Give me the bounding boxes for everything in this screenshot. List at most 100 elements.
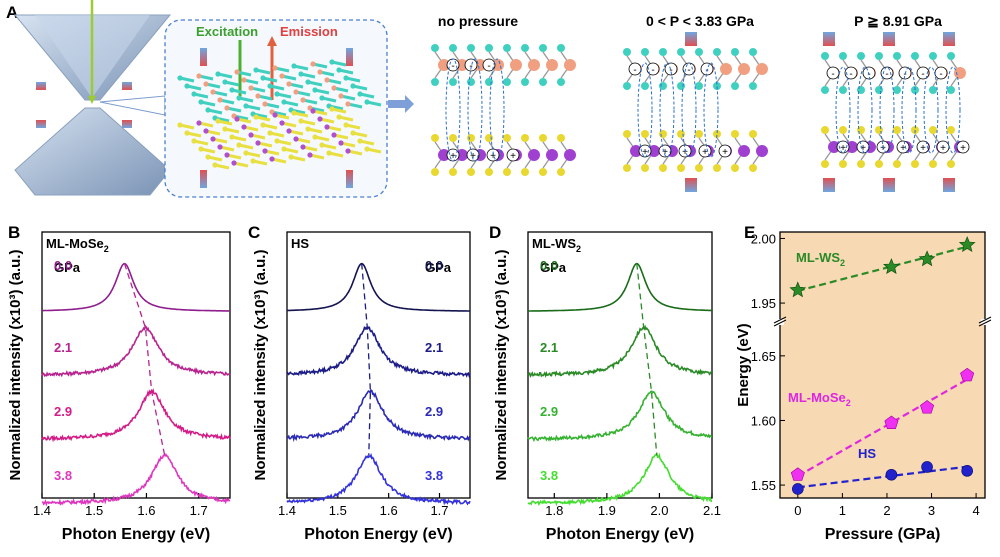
mo-atom [564, 59, 576, 71]
axis-break-mark [978, 319, 992, 327]
electron-sign: - [633, 65, 636, 76]
data-point-star [958, 236, 976, 253]
stage-no-pressure: no pressure - - - + + + + [431, 13, 576, 176]
s-atom [236, 142, 242, 148]
s-atom [911, 160, 919, 168]
s-atom [485, 168, 493, 176]
se-atom [539, 44, 547, 52]
se-atom [821, 52, 829, 60]
w-atom [846, 141, 858, 153]
hole-sign: + [860, 143, 866, 154]
se-atom [205, 107, 211, 113]
s-atom [557, 134, 565, 142]
w-atom [648, 145, 660, 157]
se-atom [357, 91, 363, 97]
peak-trend-line [636, 263, 658, 456]
hole-sign: + [960, 143, 966, 154]
s-atom [821, 126, 829, 134]
axis-break-mark [978, 316, 992, 324]
s-atom [677, 130, 685, 138]
x-tick-label: 1.5 [329, 503, 347, 518]
exciton-ellipse [901, 66, 917, 154]
data-point-pentagon [884, 415, 899, 430]
s-atom [695, 164, 703, 172]
panel-b: B 1.4 1.5 1.6 1.7 Photon Energy (eV) Normalize… [7, 223, 231, 543]
pressure-value-label: 2.1 [425, 340, 443, 355]
x-tick-label: 1.4 [278, 503, 296, 518]
s-atom [731, 164, 739, 172]
mo-atom [438, 59, 450, 71]
electron-sign: - [939, 69, 942, 80]
pressure-value-label: 2.9 [425, 404, 443, 419]
data-point-star [883, 258, 900, 275]
y-tick-label: 1.55 [751, 478, 776, 493]
spectrum-line [41, 388, 231, 443]
s-atom [623, 164, 631, 172]
x-axis-label: Photon Energy (eV) [304, 526, 452, 543]
data-point-pentagon [960, 367, 975, 382]
s-atom [317, 116, 323, 122]
hole-charge [916, 66, 930, 80]
y-axis-label: Normalized intensity (x10³) (a.u.) [252, 250, 269, 481]
se-atom [331, 85, 337, 91]
s-atom [338, 140, 344, 146]
hole-sign: + [920, 143, 926, 154]
hole-charge [506, 148, 520, 162]
s-atom [539, 134, 547, 142]
s-atom [467, 168, 475, 176]
se-atom [274, 91, 280, 97]
s-atom [222, 126, 228, 132]
w-atom [564, 149, 576, 161]
x-tick-label: 0 [794, 503, 801, 518]
hole-charge [678, 144, 692, 158]
se-atom [659, 82, 667, 90]
hole-sign: + [682, 147, 688, 158]
se-atom [215, 71, 221, 77]
se-atom [641, 48, 649, 56]
se-atom [695, 48, 703, 56]
s-atom [198, 146, 204, 152]
se-atom [336, 67, 342, 73]
se-atom [267, 83, 273, 89]
hole-sign: + [722, 147, 728, 158]
y-axis-label: Normalized intensity (x10³) (a.u.) [493, 250, 510, 481]
x-tick-label: 1.4 [33, 503, 51, 518]
se-atom [467, 78, 475, 86]
panel-a: A Excitation Emission [6, 0, 970, 198]
se-atom [253, 67, 259, 73]
hole-sign: + [450, 151, 456, 162]
se-atom [947, 52, 955, 60]
s-atom [326, 150, 332, 156]
s-atom [521, 168, 529, 176]
exciton-ellipse [703, 62, 719, 158]
s-atom [310, 108, 316, 114]
heterostructure-zoom-box: Excitation Emission [164, 19, 388, 198]
se-atom [260, 75, 266, 81]
se-atom [659, 48, 667, 56]
s-atom [713, 164, 721, 172]
se-atom [521, 44, 529, 52]
se-atom [279, 73, 285, 79]
data-point-circle [961, 465, 973, 477]
data-point-pentagon [920, 400, 935, 414]
s-atom [485, 134, 493, 142]
stage-low-pressure: 0 < P < 3.83 GPa - - - - -+ + + + + [623, 13, 768, 192]
s-atom [253, 114, 259, 120]
pressure-arrow [823, 178, 835, 192]
s-atom [231, 160, 237, 166]
label-subscript: 2 [840, 258, 845, 268]
pressure-value-label: 2.9 [54, 404, 72, 419]
se-atom [431, 78, 439, 86]
se-atom [293, 89, 299, 95]
x-tick-label: 2.1 [703, 503, 721, 518]
hole-charge [646, 62, 660, 76]
pressure-arrow [685, 32, 697, 46]
se-atom [557, 78, 565, 86]
se-atom [262, 101, 268, 107]
mo-atom [456, 59, 468, 71]
s-atom [203, 128, 209, 134]
hole-sign: + [940, 143, 946, 154]
s-atom [274, 138, 280, 144]
se-atom [300, 97, 306, 103]
se-atom [623, 82, 631, 90]
